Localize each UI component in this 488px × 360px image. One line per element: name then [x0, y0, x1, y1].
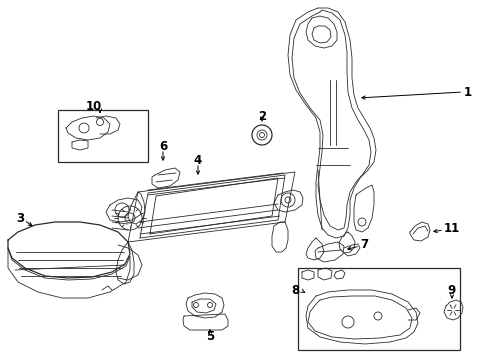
- Text: 5: 5: [205, 329, 214, 342]
- Text: 4: 4: [193, 153, 202, 166]
- Text: 6: 6: [159, 139, 167, 153]
- Text: 3: 3: [16, 211, 24, 225]
- Text: 1: 1: [463, 85, 471, 99]
- Text: 9: 9: [447, 284, 455, 297]
- Text: 8: 8: [291, 284, 299, 297]
- Text: 10: 10: [86, 99, 102, 112]
- Text: 11: 11: [443, 221, 459, 234]
- Bar: [297, 268, 459, 350]
- Text: 7: 7: [359, 238, 367, 251]
- Text: 2: 2: [257, 109, 265, 122]
- Bar: [58, 110, 148, 162]
